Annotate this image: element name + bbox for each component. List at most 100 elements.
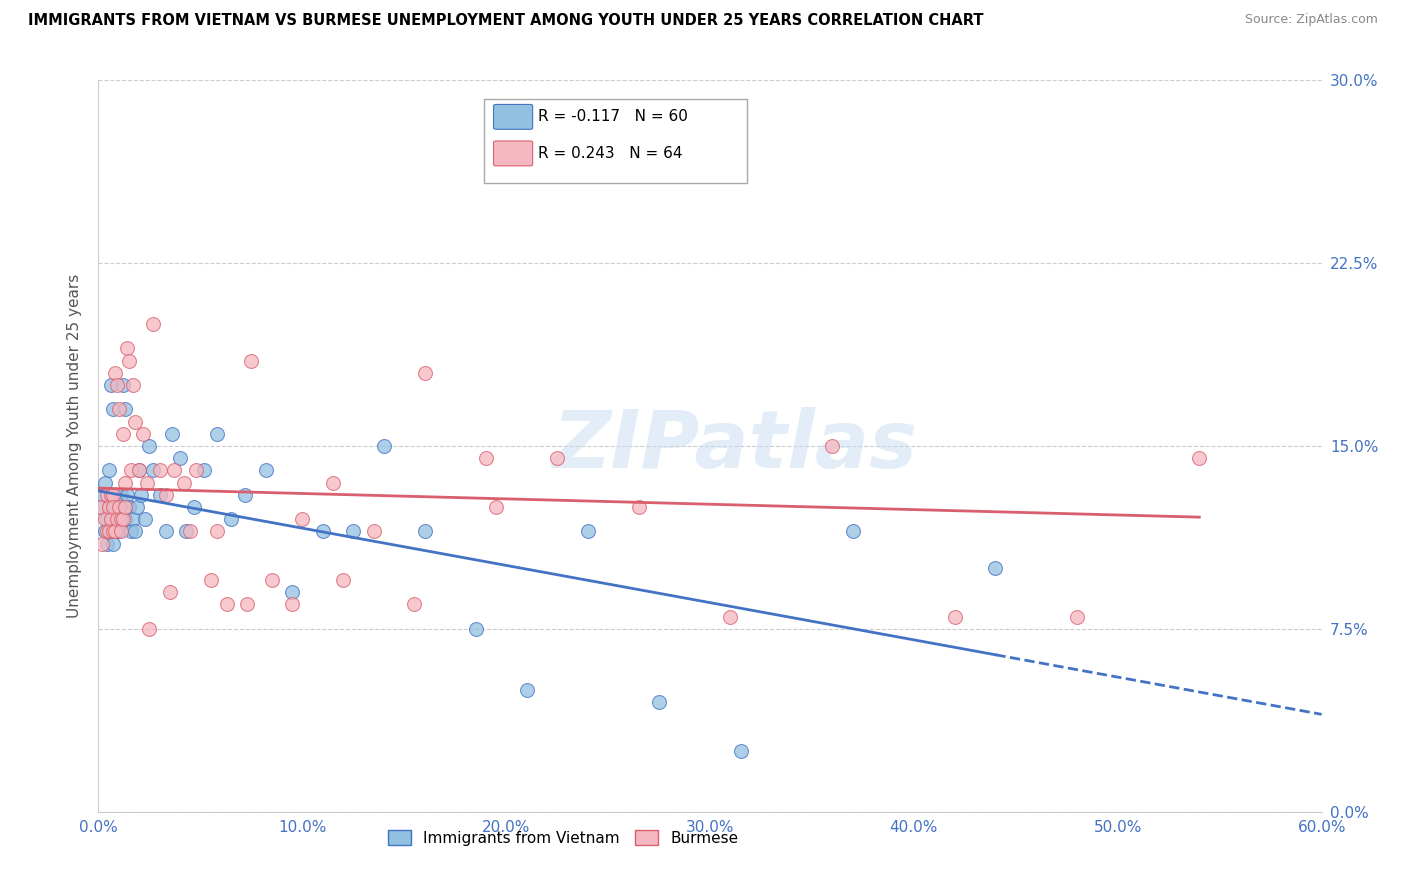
Point xyxy=(97,500,120,514)
Point xyxy=(101,402,124,417)
Point xyxy=(91,536,114,550)
Point xyxy=(89,500,111,514)
Point xyxy=(120,524,142,539)
Point xyxy=(516,682,538,697)
Point xyxy=(97,524,120,539)
Point xyxy=(105,488,128,502)
Legend: Immigrants from Vietnam, Burmese: Immigrants from Vietnam, Burmese xyxy=(382,823,745,852)
Point xyxy=(104,516,127,531)
Point xyxy=(260,573,283,587)
Point xyxy=(114,402,136,417)
Point xyxy=(142,463,165,477)
Point xyxy=(124,415,146,429)
Text: Source: ZipAtlas.com: Source: ZipAtlas.com xyxy=(1244,13,1378,27)
Point xyxy=(464,622,486,636)
Point xyxy=(127,500,149,514)
Point xyxy=(174,524,197,539)
Point xyxy=(254,463,277,477)
Point xyxy=(132,426,155,441)
Point xyxy=(142,317,165,331)
Point xyxy=(155,488,177,502)
Point xyxy=(841,524,863,539)
Point xyxy=(101,488,124,502)
Point xyxy=(115,342,138,356)
Point xyxy=(205,524,228,539)
Point xyxy=(281,598,304,612)
Point xyxy=(281,585,304,599)
Point xyxy=(97,524,120,539)
Point xyxy=(363,524,385,539)
Point xyxy=(128,463,150,477)
Point xyxy=(104,366,127,380)
Point xyxy=(236,598,259,612)
Point xyxy=(96,488,118,502)
Point xyxy=(637,134,661,148)
Point xyxy=(114,475,136,490)
Point xyxy=(100,378,122,392)
Point xyxy=(100,512,122,526)
Point xyxy=(129,488,152,502)
Point xyxy=(96,512,118,526)
Point xyxy=(93,475,115,490)
Point xyxy=(546,451,568,466)
Point xyxy=(104,500,127,514)
Point xyxy=(373,439,395,453)
Point xyxy=(474,451,498,466)
Point xyxy=(122,512,145,526)
Point xyxy=(240,353,263,368)
Point xyxy=(136,475,159,490)
Point xyxy=(200,573,222,587)
Point xyxy=(169,451,191,466)
Text: R = -0.117   N = 60: R = -0.117 N = 60 xyxy=(537,110,688,124)
Point xyxy=(193,463,215,477)
Point xyxy=(122,378,145,392)
Point xyxy=(186,463,208,477)
Point xyxy=(101,536,124,550)
Point xyxy=(97,500,120,514)
Point xyxy=(100,512,122,526)
Point xyxy=(149,488,172,502)
Point xyxy=(1188,451,1211,466)
Point xyxy=(108,500,131,514)
Point xyxy=(96,524,118,539)
FancyBboxPatch shape xyxy=(484,99,747,183)
Point xyxy=(173,475,195,490)
Text: ZIPatlas: ZIPatlas xyxy=(553,407,917,485)
Point xyxy=(96,536,118,550)
Point xyxy=(104,524,127,539)
Point xyxy=(110,488,132,502)
Point xyxy=(821,439,844,453)
Point xyxy=(110,512,132,526)
Point xyxy=(183,500,205,514)
Point xyxy=(111,378,134,392)
Point xyxy=(576,524,599,539)
Point xyxy=(93,524,115,539)
Point xyxy=(404,598,426,612)
Point xyxy=(332,573,354,587)
Point xyxy=(97,463,120,477)
Point xyxy=(91,488,114,502)
FancyBboxPatch shape xyxy=(494,104,533,129)
Point xyxy=(718,609,742,624)
Point xyxy=(312,524,335,539)
Point xyxy=(205,426,228,441)
Point xyxy=(114,500,136,514)
Point xyxy=(138,622,160,636)
Point xyxy=(120,463,142,477)
Point xyxy=(291,512,314,526)
Point xyxy=(93,512,115,526)
Point xyxy=(413,366,436,380)
Point xyxy=(485,500,508,514)
Point xyxy=(108,402,131,417)
Point xyxy=(160,426,183,441)
Point xyxy=(413,524,436,539)
Point xyxy=(627,500,650,514)
Point xyxy=(943,609,966,624)
Point xyxy=(111,512,134,526)
Point xyxy=(342,524,364,539)
Text: R = 0.243   N = 64: R = 0.243 N = 64 xyxy=(537,146,682,161)
Point xyxy=(101,500,124,514)
Point xyxy=(163,463,186,477)
Point xyxy=(108,512,131,526)
Point xyxy=(984,561,1007,575)
